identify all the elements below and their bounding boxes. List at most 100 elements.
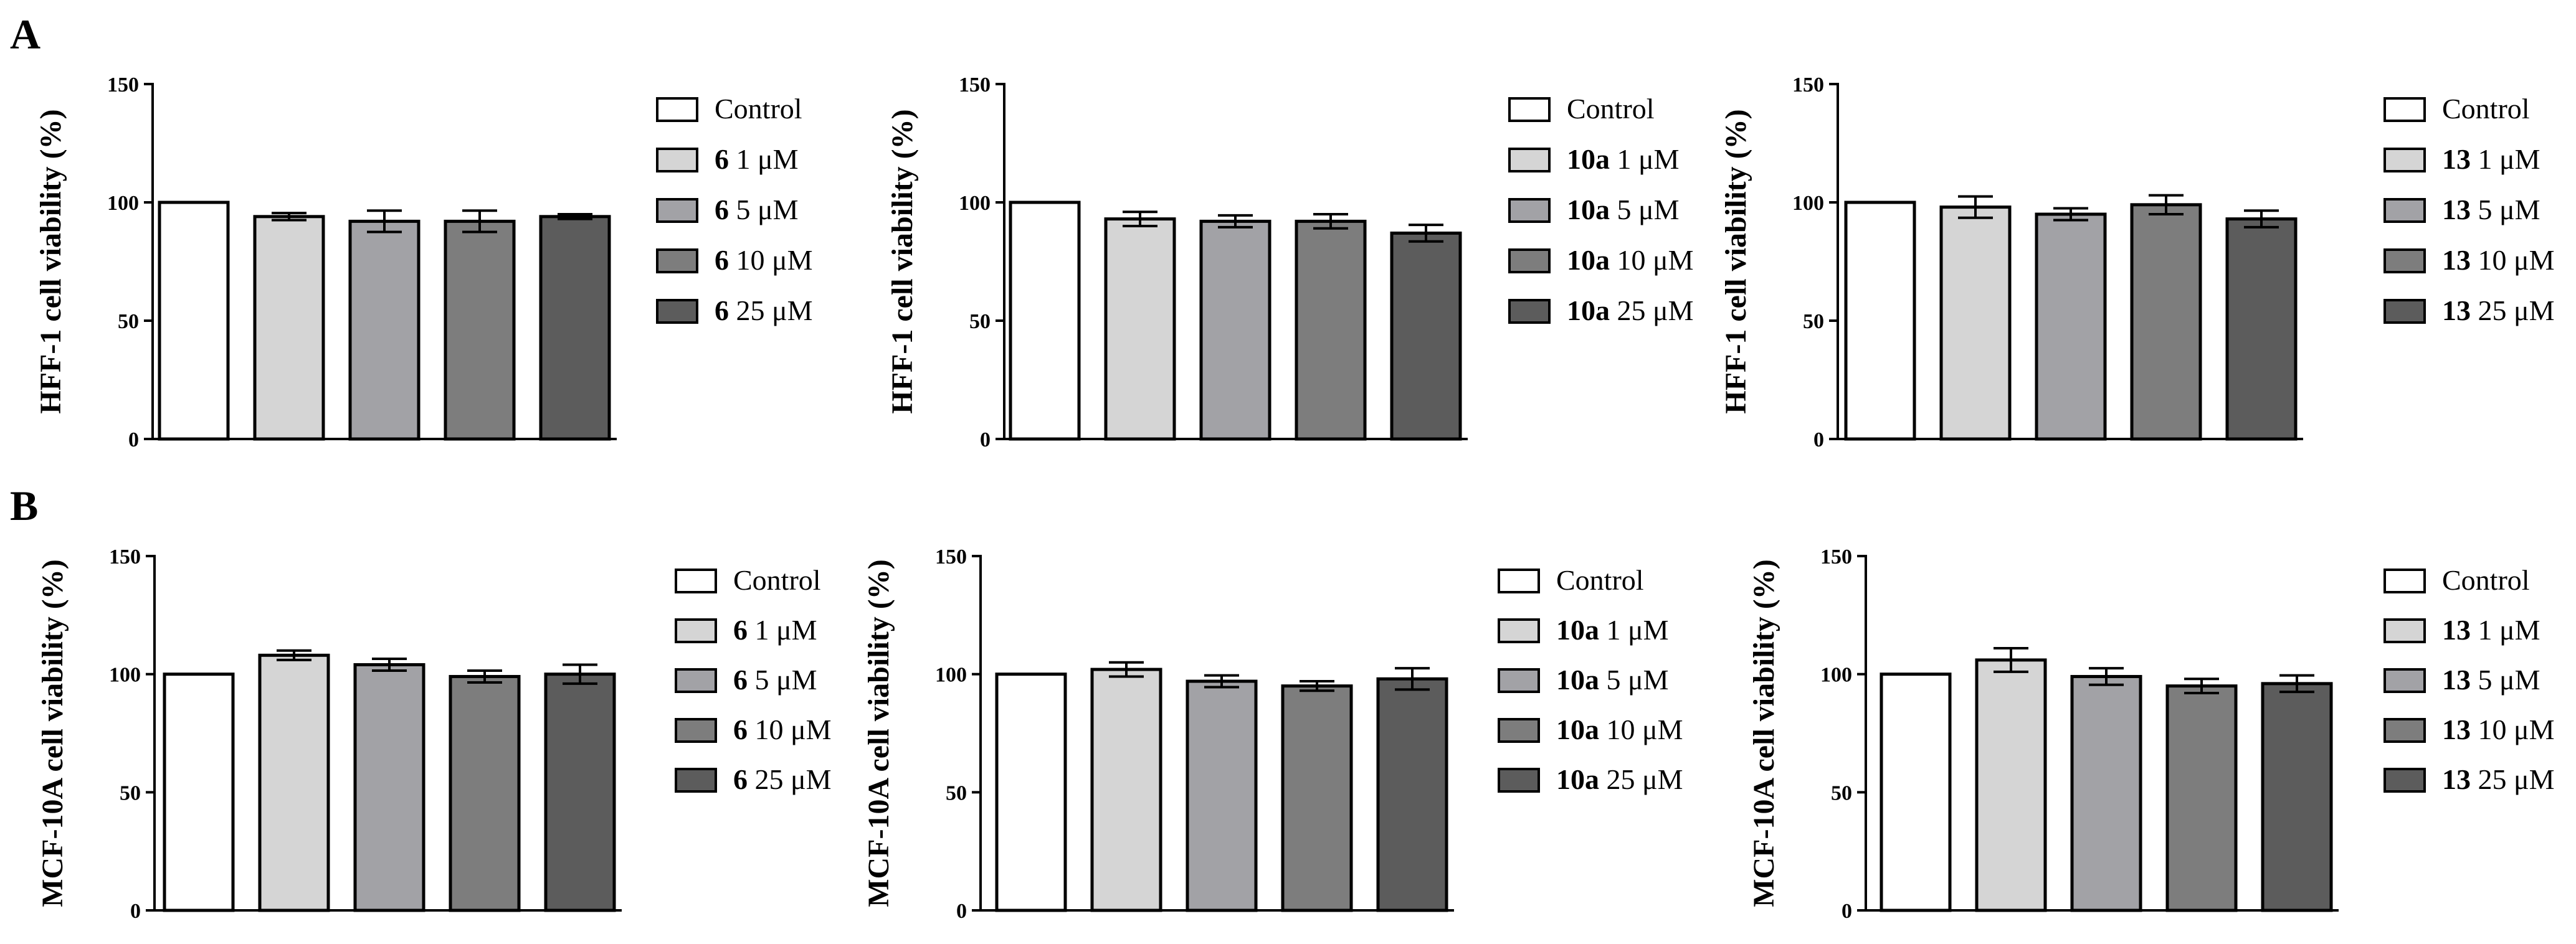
legend-compound: 10a [1567,295,1617,326]
legend-swatch [675,768,717,793]
bar-1 [995,673,1067,912]
error-bar-4 [1313,213,1348,230]
error-bar-5 [2279,674,2314,694]
legend-item-1: Control [2384,93,2530,125]
y-tick-label: 0 [980,428,991,451]
legend-swatch [1498,618,1540,643]
legend-label: Control [733,564,821,596]
bar-2 [1104,217,1176,441]
legend-swatch [1498,768,1540,793]
legend-label: 6 10 μM [733,714,832,745]
legend-label: Control [1567,93,1655,125]
legend-item-5: 10a 25 μM [1498,763,1683,795]
legend-swatch [656,97,698,122]
legend-label: 6 5 μM [733,664,817,696]
legend-dose: 5 μM [2478,194,2540,225]
legend-item-2: 13 1 μM [2384,143,2540,175]
charts: HFF-1 cell viability (%) 0 50 100 150 Control… [34,73,2555,923]
legend-label: 6 25 μM [715,295,813,326]
legend-item-4: 13 10 μM [2384,244,2555,276]
legend-compound: 13 [2442,614,2478,646]
y-tick-label: 100 [959,192,991,215]
bar-3 [348,219,421,441]
y-tick-label: 0 [1842,900,1852,923]
legend-item-1: Control [1508,93,1655,125]
y-tick-label: 100 [109,664,141,687]
legend-dose: 10 μM [2478,714,2555,745]
legend-dose: 10 μM [736,244,813,276]
y-tick-label: 100 [1792,192,1824,215]
error-bar-2 [1958,195,1993,219]
panel-label-b: B [10,482,38,529]
y-axis-label: MCF-10A cell viability (%) [862,559,895,907]
legend-swatch [656,299,698,324]
legend-item-4: 13 10 μM [2384,714,2555,745]
legend-item-2: 10a 1 μM [1498,614,1669,646]
chart-5: MCF-10A cell viability (%) 0 50 100 150 Contr… [862,545,1683,923]
legend-item-4: 6 10 μM [675,714,832,745]
legend-item-1: Control [656,93,802,125]
legend-item-3: 6 5 μM [675,664,817,696]
legend-compound: 13 [2442,244,2478,276]
legend-label: 6 25 μM [733,763,832,795]
legend-label: 10a 1 μM [1567,143,1680,175]
y-tick-label: 150 [959,73,991,97]
error-bar-3 [1218,214,1253,229]
legend-item-5: 10a 25 μM [1508,295,1694,326]
error-bar-5 [563,663,597,685]
legend-dose: 1 μM [736,143,799,175]
legend-dose: 1 μM [2478,143,2540,175]
legend-compound: 13 [2442,143,2478,175]
legend-compound: 6 [733,614,755,646]
legend-compound: 6 [733,714,755,745]
y-tick-label: 50 [118,310,139,333]
y-tick-label: 150 [107,73,139,97]
bar-4 [1281,684,1353,912]
bar-2 [258,653,330,912]
legend-label: 10a 10 μM [1567,244,1694,276]
legend-label: 10a 5 μM [1567,194,1680,225]
error-bar-3 [2053,207,2088,222]
legend-compound: 10a [1567,194,1617,225]
bar-4 [444,219,516,441]
legend-item-1: Control [2384,564,2530,596]
legend-compound: 13 [2442,664,2478,696]
panel-label-a: A [10,11,40,58]
bar-4 [2130,203,2202,441]
bar-1 [1844,201,1916,441]
error-bar-2 [277,649,311,661]
bar-3 [1199,219,1271,441]
y-axis-label: HFF-1 cell viability (%) [886,109,919,413]
legend-swatch [2384,198,2426,223]
legend-item-2: 13 1 μM [2384,614,2540,646]
legend-label: 6 1 μM [733,614,817,646]
legend-dose: 10 μM [2478,244,2555,276]
legend-dose: 1 μM [1607,614,1669,646]
y-tick-label: 100 [935,664,967,687]
legend-label: 6 10 μM [715,244,813,276]
legend-label: Control [2442,564,2530,596]
error-bar-5 [558,213,592,220]
error-bar-4 [462,209,497,234]
y-tick-label: 0 [956,900,967,923]
legend-swatch [656,148,698,172]
legend-compound: 10a [1556,664,1607,696]
bar-3 [1186,679,1258,912]
legend-dose: 25 μM [736,295,813,326]
legend-dose: 1 μM [2478,614,2540,646]
legend-swatch [1508,248,1551,273]
legend-swatch [656,198,698,223]
y-tick-label: 150 [935,545,967,569]
y-tick-label: 150 [1820,545,1852,569]
y-tick-label: 50 [946,781,967,805]
legend-swatch [2384,768,2426,793]
legend-compound: 13 [2442,763,2478,795]
bar-2 [1090,668,1162,912]
error-bar-5 [2244,209,2279,229]
legend-item-2: 6 1 μM [656,143,799,175]
y-axis-label: HFF-1 cell viability (%) [34,109,67,413]
legend-dose: 10 μM [755,714,832,745]
